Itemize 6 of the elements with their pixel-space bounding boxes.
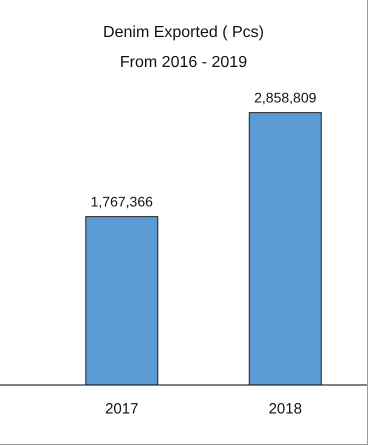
- chart-subtitle: From 2016 - 2019: [118, 53, 248, 73]
- chart-title: Denim Exported ( Pcs): [102, 23, 265, 43]
- x-tick-label: 2017: [105, 400, 138, 418]
- data-label: 2,858,809: [254, 90, 317, 106]
- data-label: 1,767,366: [90, 194, 154, 210]
- x-tick-label: 2018: [268, 400, 302, 418]
